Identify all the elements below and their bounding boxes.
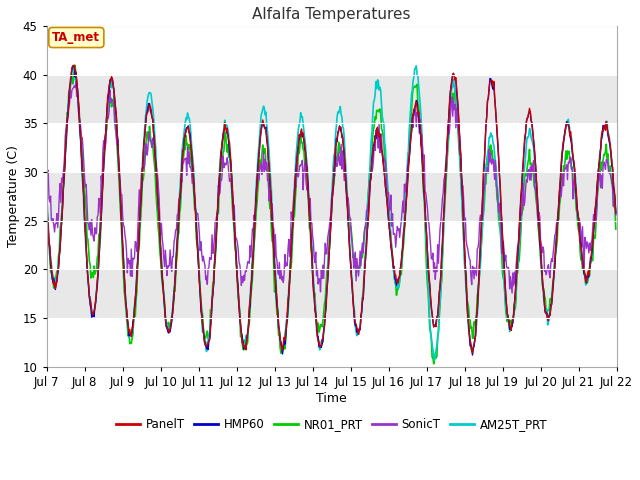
- Bar: [47, 172, 616, 221]
- Text: TA_met: TA_met: [52, 31, 100, 44]
- Legend: PanelT, HMP60, NR01_PRT, SonicT, AM25T_PRT: PanelT, HMP60, NR01_PRT, SonicT, AM25T_P…: [111, 414, 552, 436]
- Y-axis label: Temperature (C): Temperature (C): [7, 145, 20, 247]
- Bar: [47, 221, 616, 269]
- Bar: [47, 269, 616, 318]
- X-axis label: Time: Time: [316, 392, 347, 405]
- Bar: [47, 26, 616, 74]
- Title: Alfalfa Temperatures: Alfalfa Temperatures: [252, 7, 411, 22]
- Bar: [47, 318, 616, 367]
- Bar: [47, 74, 616, 123]
- Bar: [47, 123, 616, 172]
